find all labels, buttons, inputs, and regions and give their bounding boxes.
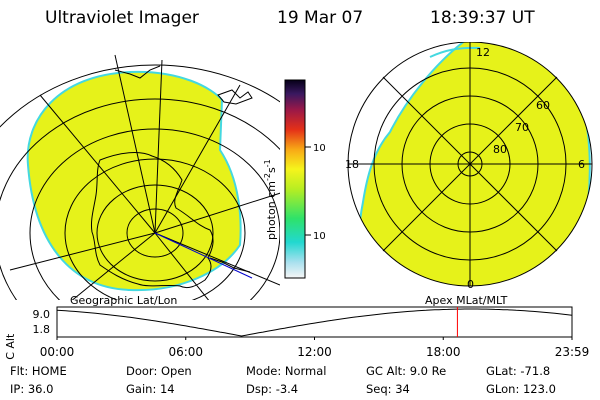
mlat-label-80: 80 — [493, 143, 507, 156]
time-tick-0600: 06:00 — [168, 345, 203, 359]
mlt-label-18: 18 — [345, 158, 359, 171]
mlt-label-12: 12 — [476, 46, 490, 59]
subsolar-line — [154, 232, 253, 279]
altitude-frame — [56, 306, 573, 338]
latitude-circles — [0, 64, 280, 300]
colorbar-tick-10: 10 — [313, 231, 325, 242]
time-tick-0000: 00:00 — [40, 345, 75, 359]
altitude-plot: GC Alt 9.0 1.8 00:00 06:00 12:00 18:00 2… — [4, 306, 590, 360]
mlat-label-70: 70 — [515, 121, 529, 134]
altitude-ytick-high: 9.0 — [33, 308, 51, 321]
instrument-title: Ultraviolet Imager — [45, 8, 199, 28]
coastline — [91, 152, 214, 289]
status-gain: Gain: 14 — [126, 382, 175, 396]
status-dsp: Dsp: -3.4 — [246, 382, 299, 396]
time-label: 18:39:37 UT — [430, 8, 535, 28]
magnetic-polar-plot: 12 18 6 0 60 70 80 — [345, 42, 593, 291]
time-tick-1800: 18:00 — [426, 345, 461, 359]
apex-caption: Apex MLat/MLT — [425, 294, 508, 307]
time-tick-1200: 12:00 — [297, 345, 332, 359]
altitude-curve — [56, 308, 573, 337]
longitude-lines — [9, 54, 280, 300]
altitude-axis-label: GC Alt — [4, 333, 17, 360]
mlt-label-6: 6 — [578, 158, 585, 171]
status-mode: Mode: Normal — [246, 364, 327, 378]
altitude-ytick-low: 1.8 — [33, 323, 51, 336]
mlat-label-60: 60 — [536, 99, 550, 112]
emission-disk-left — [26, 70, 242, 292]
status-gc-alt: GC Alt: 9.0 Re — [366, 364, 447, 378]
mlt-label-0: 0 — [467, 278, 474, 291]
status-ip: IP: 36.0 — [10, 382, 54, 396]
colorbar: 100 10 photon cm-2s-1 — [263, 79, 325, 279]
status-door: Door: Open — [126, 364, 192, 378]
colorbar-tick-100: 100 — [313, 143, 325, 154]
geographic-caption: Geographic Lat/Lon — [70, 294, 178, 307]
status-seq: Seq: 34 — [366, 382, 410, 396]
mlt-spokes — [348, 42, 592, 286]
status-glat: GLat: -71.8 — [486, 364, 551, 378]
date-label: 19 Mar 07 — [277, 8, 364, 28]
geographic-image — [0, 54, 280, 300]
altitude-x-ticks — [56, 337, 573, 340]
svg-text:photon cm-2s-1: photon cm-2s-1 — [263, 159, 278, 240]
status-flt: Flt: HOME — [10, 364, 67, 378]
time-tick-2359: 23:59 — [555, 345, 590, 359]
status-glon: GLon: 123.0 — [486, 382, 556, 396]
colorbar-unit: photon cm-2s-1 — [263, 159, 278, 240]
